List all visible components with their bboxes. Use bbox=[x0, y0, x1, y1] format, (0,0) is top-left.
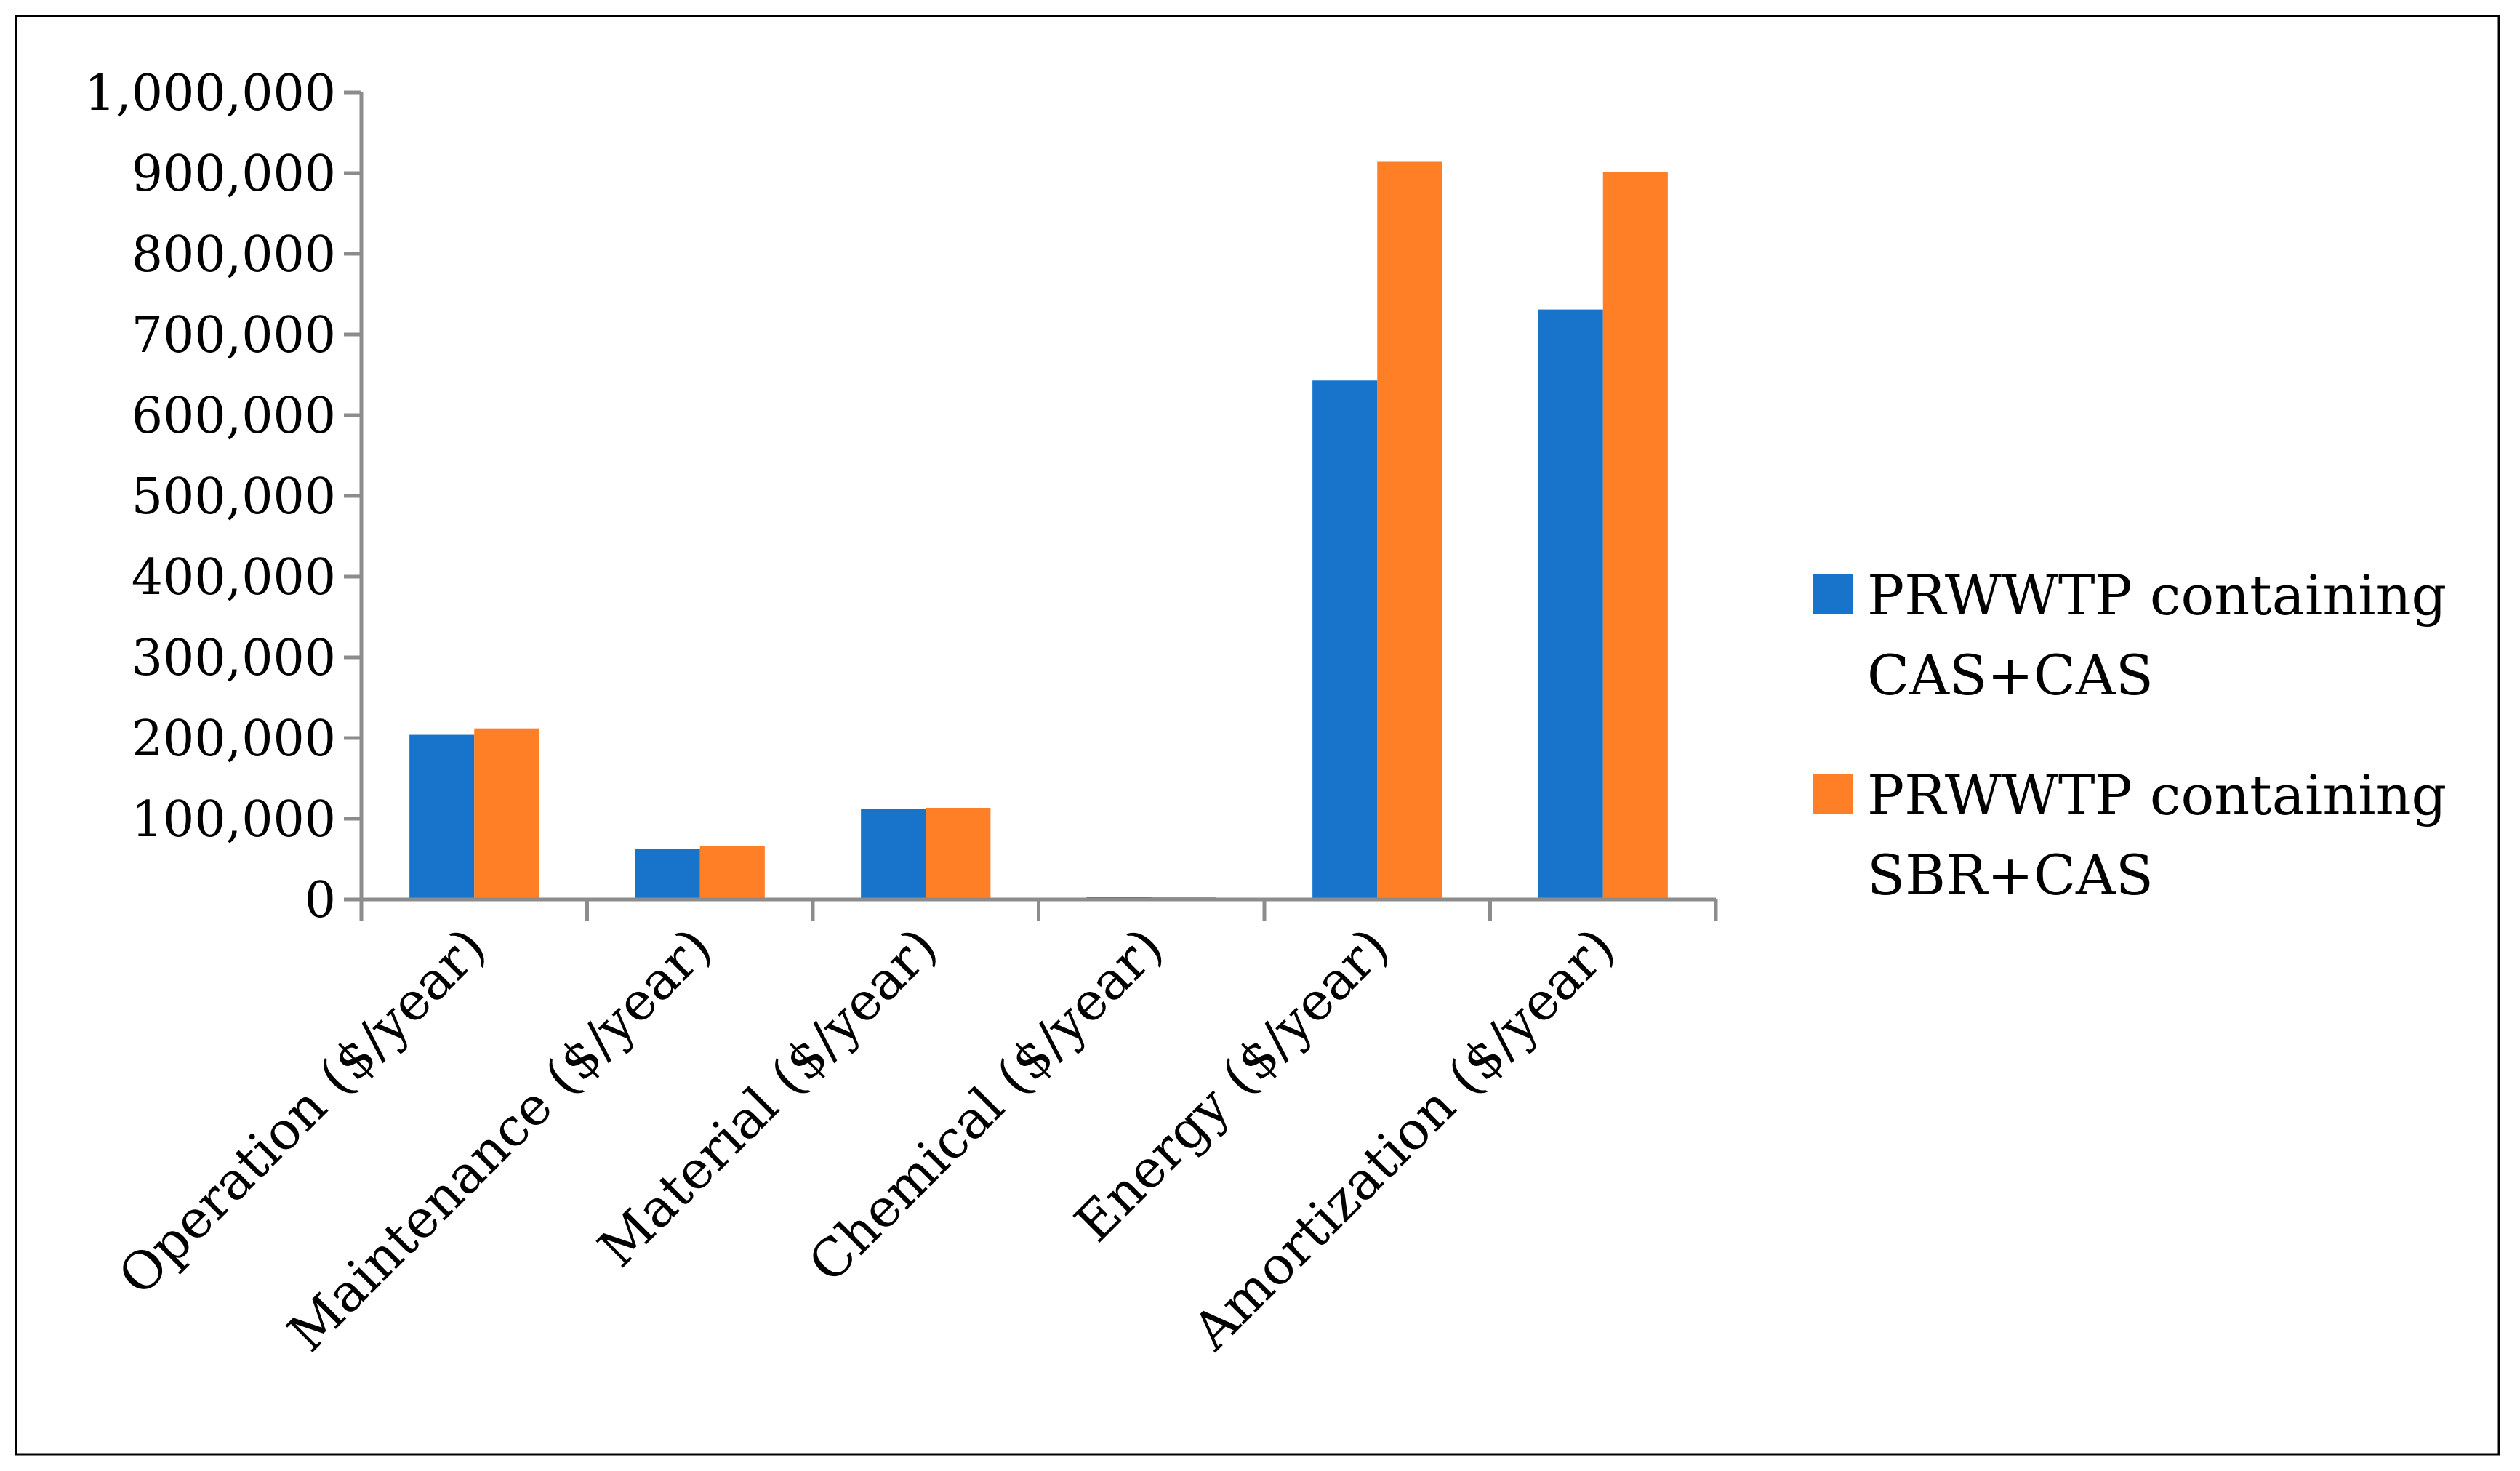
y-tick-label: 900,000 bbox=[132, 145, 336, 203]
bar-cas-cas bbox=[1312, 380, 1378, 899]
legend-swatch bbox=[1813, 774, 1853, 814]
y-tick-label: 700,000 bbox=[132, 307, 336, 364]
bar-cas-cas bbox=[1538, 309, 1603, 900]
y-tick-label: 0 bbox=[305, 872, 336, 929]
legend-label: PRWWTP containing bbox=[1867, 763, 2447, 827]
legend-label: SBR+CAS bbox=[1867, 843, 2154, 907]
legend-label: PRWWTP containing bbox=[1867, 563, 2447, 628]
y-tick-label: 600,000 bbox=[132, 388, 336, 445]
y-tick-label: 200,000 bbox=[132, 710, 336, 768]
y-tick-label: 100,000 bbox=[132, 791, 336, 849]
bar-sbr-cas bbox=[474, 728, 539, 899]
bar-sbr-cas bbox=[1377, 161, 1442, 899]
legend-swatch bbox=[1813, 574, 1853, 614]
bar-cas-cas bbox=[409, 734, 475, 899]
bar-cas-cas bbox=[635, 849, 700, 899]
legend-label: CAS+CAS bbox=[1867, 643, 2154, 708]
y-tick-label: 1,000,000 bbox=[84, 65, 336, 122]
bar-sbr-cas bbox=[699, 846, 765, 899]
y-tick-label: 500,000 bbox=[132, 468, 336, 526]
y-tick-label: 400,000 bbox=[132, 549, 336, 606]
y-tick-label: 800,000 bbox=[132, 226, 336, 284]
bar-sbr-cas bbox=[1602, 172, 1668, 899]
bar-sbr-cas bbox=[926, 808, 991, 899]
bar-cas-cas bbox=[861, 809, 926, 899]
y-tick-label: 300,000 bbox=[132, 630, 336, 687]
